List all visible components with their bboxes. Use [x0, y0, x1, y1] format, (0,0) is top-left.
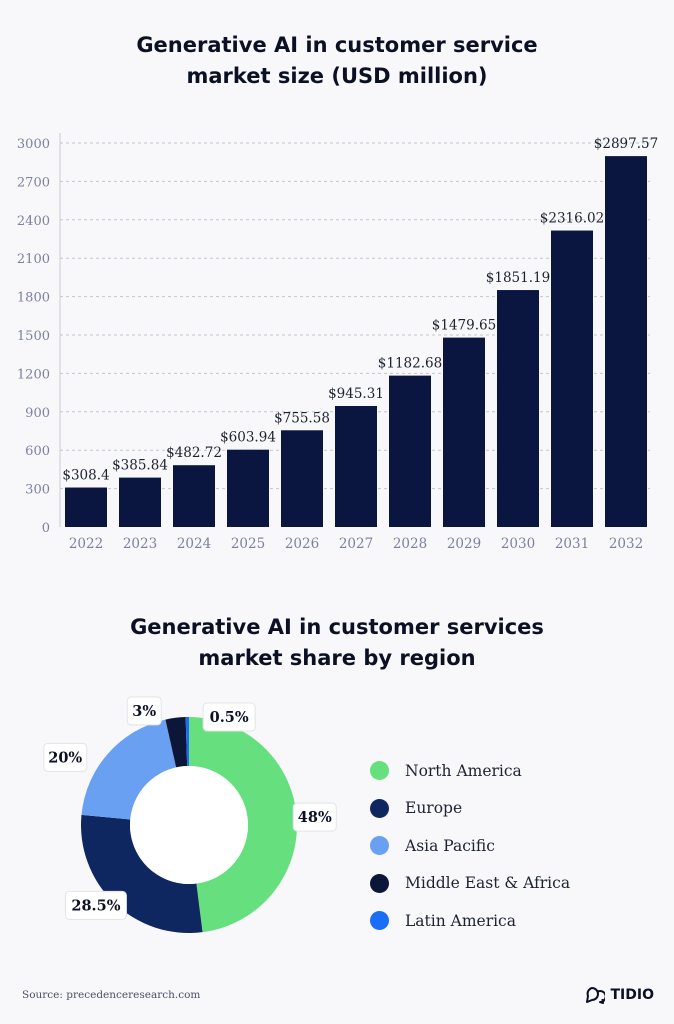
x-tick-label: 2024 — [177, 536, 211, 552]
donut-slice — [165, 717, 188, 768]
bar-value-label: $308.4 — [62, 468, 109, 484]
legend-item: Europe — [370, 790, 570, 828]
slice-label-text: 3% — [132, 703, 156, 720]
y-tick-label: 300 — [25, 483, 50, 498]
donut-chart-title: Generative AI in customer services marke… — [0, 612, 674, 674]
legend-swatch — [370, 761, 389, 781]
legend-item: North America — [370, 752, 570, 790]
slice-label-text: 0.5% — [210, 709, 249, 726]
slice-label-text: 28.5% — [71, 897, 120, 914]
bar — [389, 375, 431, 527]
donut-slice — [81, 719, 177, 820]
y-tick-label: 0 — [42, 521, 50, 536]
bar — [551, 230, 593, 527]
slice-label: 3% — [126, 696, 162, 726]
donut-chart: 48% 28.5% 20% 3% 0.5% — [43, 696, 337, 933]
legend-item: Asia Pacific — [370, 827, 570, 865]
legend-label: Europe — [405, 799, 463, 818]
y-tick-label: 1500 — [17, 329, 50, 344]
legend-label: Middle East & Africa — [405, 874, 571, 893]
legend-label: North America — [405, 761, 522, 780]
bar — [65, 487, 107, 527]
y-tick-label: 3000 — [17, 137, 50, 152]
legend-swatch — [370, 911, 389, 931]
donut-legend: North America Europe Asia Pacific Middle Ea… — [370, 752, 570, 940]
x-tick-label: 2027 — [339, 536, 373, 552]
bar-value-label: $755.58 — [274, 410, 330, 426]
slice-label-text: 20% — [48, 749, 82, 766]
y-tick-label: 900 — [25, 406, 50, 421]
bar-value-label: $2897.57 — [594, 136, 658, 152]
bar-value-label: $1851.19 — [486, 270, 550, 286]
bar-chart-title-line-2: market size (USD million) — [186, 64, 488, 88]
bar-chart-title: Generative AI in customer service market… — [0, 30, 674, 92]
slice-label-box — [64, 890, 127, 920]
legend-item: Middle East & Africa — [370, 865, 570, 903]
bar-value-label: $1182.68 — [378, 356, 442, 372]
x-tick-label: 2022 — [69, 536, 103, 552]
bar-chart: 0 300 600 900 1200 1500 1800 2100 2400 2700 3000 $3… — [17, 133, 658, 552]
slice-label: 20% — [43, 742, 88, 772]
bar-chart-title-line-1: Generative AI in customer service — [136, 33, 538, 57]
x-tick-label: 2031 — [555, 536, 589, 552]
y-tick-label: 2700 — [17, 175, 50, 190]
slice-label: 28.5% — [64, 890, 127, 920]
legend-swatch — [370, 873, 389, 893]
brand-name: TIDIO — [610, 987, 655, 1003]
bar-value-label: $385.84 — [112, 458, 168, 474]
legend-label: Asia Pacific — [405, 836, 495, 855]
x-tick-label: 2030 — [501, 536, 535, 552]
y-tick-label: 600 — [25, 444, 50, 459]
tidio-logo-icon — [585, 987, 605, 1004]
bar — [227, 449, 269, 527]
bar-value-label: $2316.02 — [540, 211, 604, 227]
donut-hole — [130, 766, 248, 884]
bar-value-label: $1479.65 — [432, 318, 496, 334]
bar — [443, 337, 485, 527]
bar-value-label: $603.94 — [220, 430, 276, 446]
slice-label-box — [43, 742, 88, 772]
x-tick-label: 2032 — [609, 536, 643, 552]
x-tick-label: 2028 — [393, 536, 427, 552]
bar — [605, 156, 647, 528]
donut-chart-title-line-1: Generative AI in customer services — [130, 615, 544, 639]
bar — [281, 430, 323, 527]
x-tick-label: 2025 — [231, 536, 265, 552]
legend-swatch — [370, 798, 389, 818]
x-tick-label: 2029 — [447, 536, 481, 552]
x-tick-label: 2026 — [285, 536, 319, 552]
legend-item: Latin America — [370, 902, 570, 940]
bar-value-label: $945.31 — [328, 386, 384, 402]
legend-label: Latin America — [405, 911, 516, 930]
slice-label-box — [292, 802, 337, 832]
y-tick-label: 2400 — [17, 214, 50, 229]
source-note: Source: precedenceresearch.com — [22, 989, 201, 1001]
legend-swatch — [370, 836, 389, 856]
bar — [173, 465, 215, 527]
donut-chart-title-line-2: market share by region — [198, 646, 476, 670]
brand-logo: TIDIO — [585, 985, 655, 1005]
slice-label: 0.5% — [202, 702, 256, 732]
y-tick-label: 1800 — [17, 291, 50, 306]
slice-label-box — [202, 702, 256, 732]
slice-label-box — [126, 696, 162, 726]
donut-slice — [189, 717, 297, 933]
x-tick-label: 2023 — [123, 536, 157, 552]
bar-value-label: $482.72 — [166, 445, 222, 461]
y-tick-label: 2100 — [17, 252, 50, 267]
donut-slice — [80, 814, 203, 933]
donut-slice — [185, 717, 189, 767]
bar — [335, 406, 377, 527]
bar — [119, 477, 161, 527]
slice-label: 48% — [292, 802, 337, 832]
slice-label-text: 48% — [298, 809, 332, 826]
y-tick-label: 1200 — [17, 367, 50, 382]
bar — [497, 290, 539, 527]
